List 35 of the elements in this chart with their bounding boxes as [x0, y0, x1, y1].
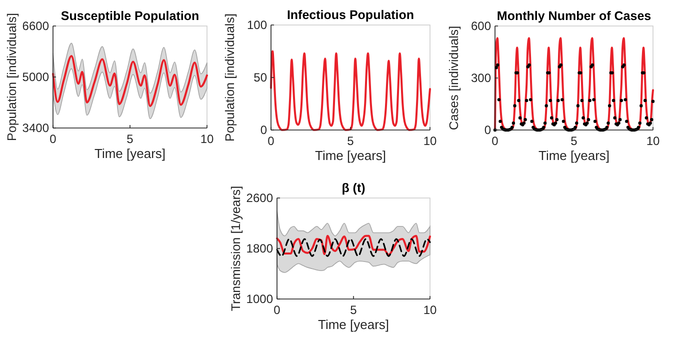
line-series — [52, 54, 208, 108]
y-axis-title: Transmission [1/years] — [229, 186, 243, 312]
y-tick-label: 0 — [484, 123, 492, 137]
chart-title: β (t) — [342, 181, 366, 195]
y-tick-label: 300 — [470, 71, 492, 85]
y-tick-label: 0 — [260, 123, 268, 137]
x-tick-label: 5 — [570, 134, 578, 148]
y-tick-label: 2600 — [246, 191, 274, 205]
y-axis-title: Population [individuals] — [223, 14, 237, 142]
y-tick-label: 1800 — [246, 242, 274, 256]
y-tick-label: 5000 — [22, 70, 50, 84]
y-tick-label: 3400 — [22, 121, 50, 135]
x-tick-label: 10 — [200, 132, 214, 146]
y-tick-label: 100 — [246, 18, 268, 32]
chart-title: Monthly Number of Cases — [496, 9, 652, 23]
line-series — [276, 234, 431, 256]
x-tick-label: 5 — [347, 134, 354, 148]
y-axis-title: Cases [individuals] — [447, 26, 461, 130]
x-axis-title: Time [years] — [314, 148, 386, 163]
y-tick-label: 50 — [254, 70, 268, 84]
y-axis-title: Population [individuals] — [5, 13, 19, 141]
chart-title: Infectious Population — [286, 8, 414, 22]
x-tick-label: 10 — [423, 134, 437, 148]
y-tick-label: 600 — [470, 19, 492, 33]
y-tick-label: 1000 — [246, 292, 274, 306]
x-tick-label: 5 — [350, 303, 358, 317]
x-tick-label: 5 — [126, 132, 134, 146]
x-tick-label: 10 — [646, 134, 660, 148]
x-axis-title: Time [years] — [94, 146, 166, 161]
x-axis-title: Time [years] — [538, 148, 610, 163]
line-series — [276, 238, 431, 257]
x-axis-title: Time [years] — [318, 317, 390, 332]
x-tick-label: 10 — [423, 303, 437, 317]
chart-title: Susceptible Population — [60, 9, 200, 23]
y-tick-label: 6600 — [22, 19, 50, 33]
